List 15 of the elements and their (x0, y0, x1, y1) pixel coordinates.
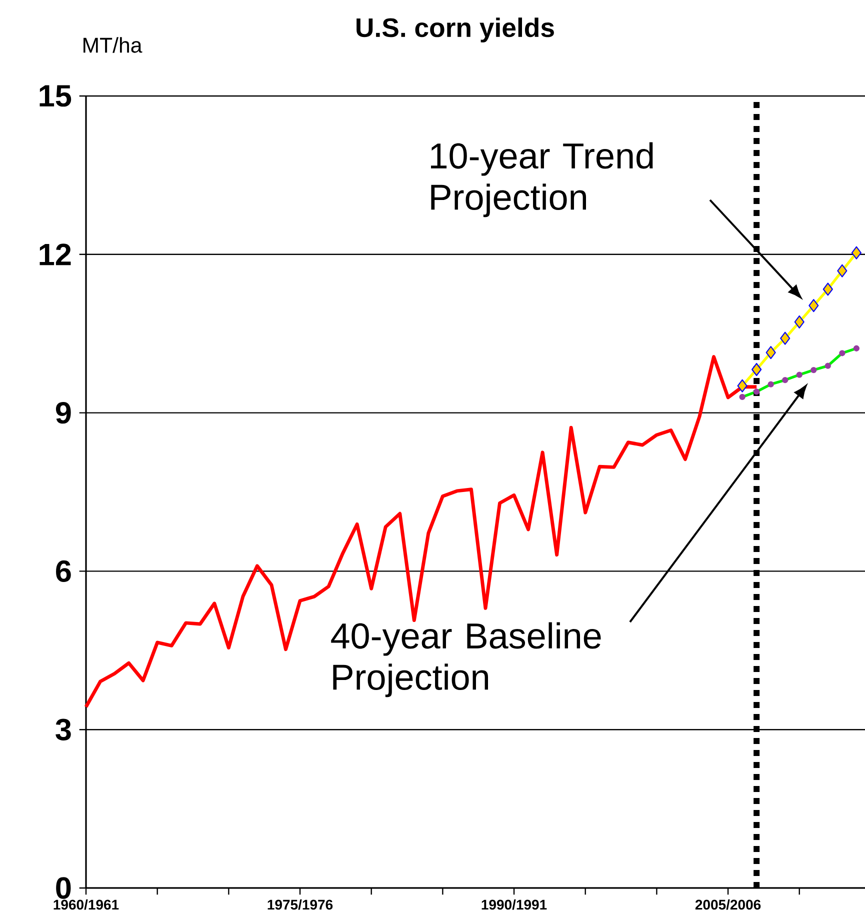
line-series (84, 355, 758, 709)
annotation: 10-year Trend Projection (431, 142, 653, 218)
y-tick-label: 9 (56, 402, 71, 424)
y-tick-label: 12 (40, 244, 71, 266)
y-tick-label: 15 (40, 85, 72, 107)
y-tick-label: 6 (56, 560, 71, 582)
x-tick-label: 1990/1991 (482, 899, 547, 910)
y-tick-label: 3 (56, 718, 71, 740)
y-tick-label: 0 (56, 877, 71, 899)
x-tick-label: 1960/1961 (54, 899, 119, 910)
annotation: 40-year Baseline Projection (331, 622, 601, 698)
chart-title: U.S. corn yields (356, 18, 554, 42)
y-axis-title: MT/ha (84, 37, 142, 53)
x-tick-label: 1975/1976 (268, 899, 333, 910)
x-tick-label: 2005/2006 (695, 899, 761, 910)
